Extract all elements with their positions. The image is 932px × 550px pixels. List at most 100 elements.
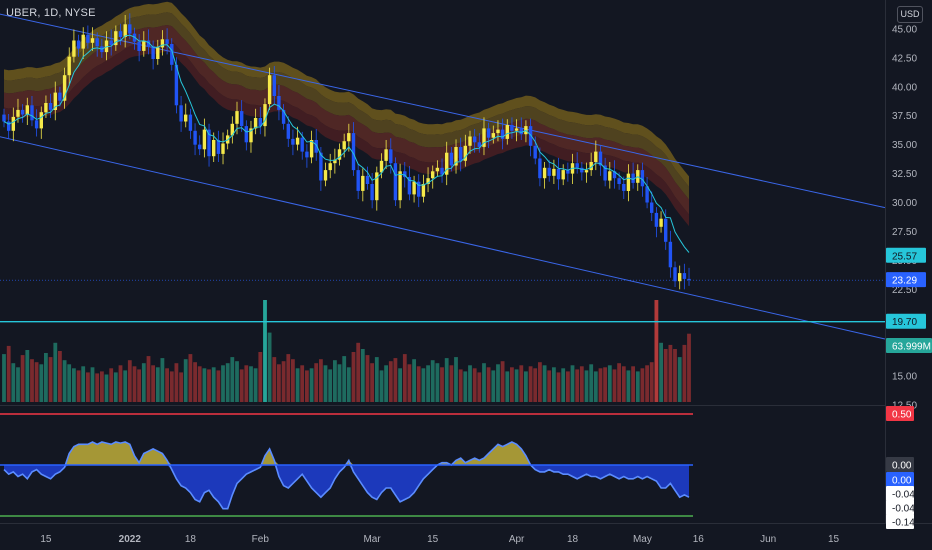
candle [240, 100, 244, 132]
volume-bar [72, 368, 76, 402]
volume-bar [216, 370, 221, 402]
candle [30, 96, 34, 127]
candle-body [445, 152, 449, 175]
time-tick-label: Feb [252, 534, 270, 545]
candle [109, 29, 113, 56]
volume-bar [155, 367, 160, 402]
osc-upper-badge: 0.50 [886, 406, 914, 421]
time-tick-label: Mar [363, 534, 381, 545]
candle [249, 120, 253, 153]
candle-body [673, 267, 677, 282]
candle [323, 162, 328, 187]
volume-bar [109, 368, 114, 402]
candle-body [510, 125, 514, 131]
candle [170, 38, 174, 71]
candle [468, 130, 472, 154]
time-tick-label: May [633, 534, 652, 545]
volume-bar [477, 372, 482, 402]
candle-body [7, 121, 11, 131]
level-price-badge: 19.70 [886, 313, 926, 329]
candle-body [589, 162, 593, 171]
trend-channel[interactable] [0, 13, 886, 340]
volume-bar [113, 372, 118, 402]
volume-bar [44, 353, 48, 402]
candle-body [468, 136, 472, 146]
volume-bar [137, 369, 141, 402]
level-price-badge-text: 19.70 [892, 317, 917, 328]
volume-bar [16, 367, 20, 402]
candle [589, 152, 593, 176]
volume-bar [6, 345, 11, 402]
candle [654, 207, 659, 238]
candle [566, 162, 570, 182]
volume-bar [640, 368, 645, 402]
price-tick-label: 40.00 [892, 82, 917, 93]
ribbon-band [4, 12, 689, 200]
volume-bar [183, 359, 188, 402]
volume-bar [663, 349, 668, 402]
candle [86, 25, 90, 49]
volume-bar [2, 354, 6, 402]
currency-button[interactable]: USD [897, 6, 923, 23]
candle-body [193, 130, 197, 145]
candle-body [496, 129, 500, 134]
osc-value-badge-2-text: -0.04 [892, 504, 915, 515]
candle [48, 93, 53, 118]
candle [575, 152, 579, 174]
candle-body [62, 75, 67, 101]
volume-bar [621, 366, 626, 402]
candle [281, 104, 286, 130]
candle [426, 167, 430, 193]
candle-body [142, 40, 146, 51]
candle [212, 132, 216, 162]
volume-bar [374, 357, 379, 402]
volume-bar [603, 367, 607, 402]
volume-bar [132, 366, 137, 402]
candle-body [398, 171, 402, 201]
candle-body [300, 137, 304, 152]
volume-bar [188, 354, 193, 402]
candle [435, 160, 440, 177]
volume-bar [253, 368, 258, 402]
candle-body [272, 75, 276, 96]
price-badges: 25.57 23.29 19.70 63.999M 0.50 0.00 0.00 -0.04 -… [886, 247, 932, 529]
candle-body [267, 75, 272, 105]
candle [384, 140, 388, 169]
volume-bar [141, 363, 146, 402]
candle [514, 119, 519, 142]
candle [421, 174, 426, 203]
candle-body [319, 152, 323, 181]
candle-body [179, 105, 183, 122]
candle-body [146, 40, 151, 47]
candle-body [123, 24, 127, 37]
candle [356, 164, 360, 199]
candle-body [547, 167, 551, 176]
candle [361, 168, 365, 202]
candle-body [612, 171, 617, 179]
candle [398, 163, 402, 209]
candle-body [202, 129, 207, 150]
candle [528, 118, 533, 157]
candle-body [365, 175, 370, 184]
volume-bar [235, 361, 239, 402]
volume-bar [323, 365, 328, 402]
candle-body [594, 151, 598, 162]
candle-body [281, 109, 286, 124]
price-axis-separator [885, 0, 886, 523]
volume-bar [463, 371, 468, 402]
candle [253, 108, 258, 135]
candle-body [347, 133, 351, 142]
candle-body [654, 212, 659, 227]
candle [258, 107, 262, 135]
candle [72, 29, 76, 63]
candle-body [34, 120, 39, 129]
candle [2, 108, 6, 128]
candle-body [435, 167, 440, 172]
volume-bar [123, 370, 128, 402]
candle-body [463, 145, 467, 161]
candle-body [25, 105, 29, 115]
candle-body [263, 104, 267, 127]
volume-bar [207, 369, 211, 402]
volume-bar [384, 365, 388, 402]
